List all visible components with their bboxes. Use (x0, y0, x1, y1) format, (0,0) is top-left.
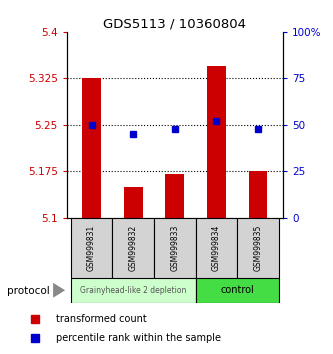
Text: percentile rank within the sample: percentile rank within the sample (57, 333, 221, 343)
Bar (166, 174, 184, 218)
Text: GSM999835: GSM999835 (253, 224, 263, 271)
Bar (154, 218, 196, 278)
Bar (196, 218, 237, 278)
Bar (237, 218, 279, 278)
Bar (71, 278, 196, 303)
Text: transformed count: transformed count (57, 314, 147, 324)
Polygon shape (53, 283, 65, 298)
Bar (71, 218, 113, 278)
Text: GSM999832: GSM999832 (129, 225, 138, 271)
Text: protocol: protocol (7, 286, 49, 296)
Text: GSM999831: GSM999831 (87, 225, 96, 271)
Text: GSM999833: GSM999833 (170, 224, 179, 271)
Bar (124, 187, 143, 218)
Bar (196, 278, 279, 303)
Title: GDS5113 / 10360804: GDS5113 / 10360804 (103, 18, 246, 31)
Bar (82, 78, 101, 218)
Text: GSM999834: GSM999834 (212, 224, 221, 271)
Text: Grainyhead-like 2 depletion: Grainyhead-like 2 depletion (80, 286, 186, 295)
Bar (113, 218, 154, 278)
Text: control: control (220, 285, 254, 295)
Bar (249, 171, 267, 218)
Bar (207, 66, 226, 218)
